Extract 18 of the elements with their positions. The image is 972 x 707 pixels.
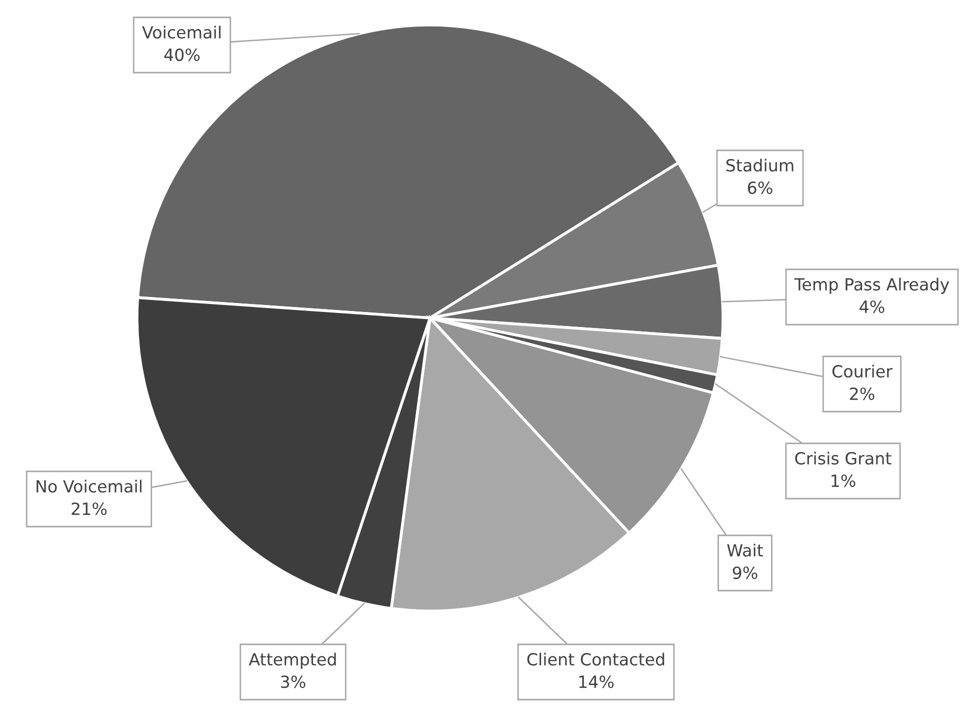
data-label: 9%	[732, 566, 758, 580]
slice-label: Client Contacted	[527, 652, 664, 666]
slice-label: Temp Pass Already	[794, 278, 950, 294]
data-label: 1%	[832, 474, 856, 488]
slice-label: Crisis Grant	[795, 452, 892, 465]
data-label: 2%	[850, 387, 874, 400]
data-label: 40%	[164, 48, 200, 62]
data-label: 3%	[281, 675, 306, 688]
slice-label: Wait	[727, 544, 763, 557]
slice-label: Voicemail	[142, 26, 220, 39]
slice-label: No Voicemail	[36, 480, 142, 493]
slice-label: Courier	[832, 364, 892, 378]
data-label: 21%	[72, 502, 107, 516]
data-label: 14%	[579, 675, 614, 688]
data-label: 6%	[748, 181, 772, 194]
slice-label: Stadium	[726, 158, 794, 172]
slice-label: Attempted	[248, 652, 336, 669]
data-label: 4%	[860, 300, 884, 314]
